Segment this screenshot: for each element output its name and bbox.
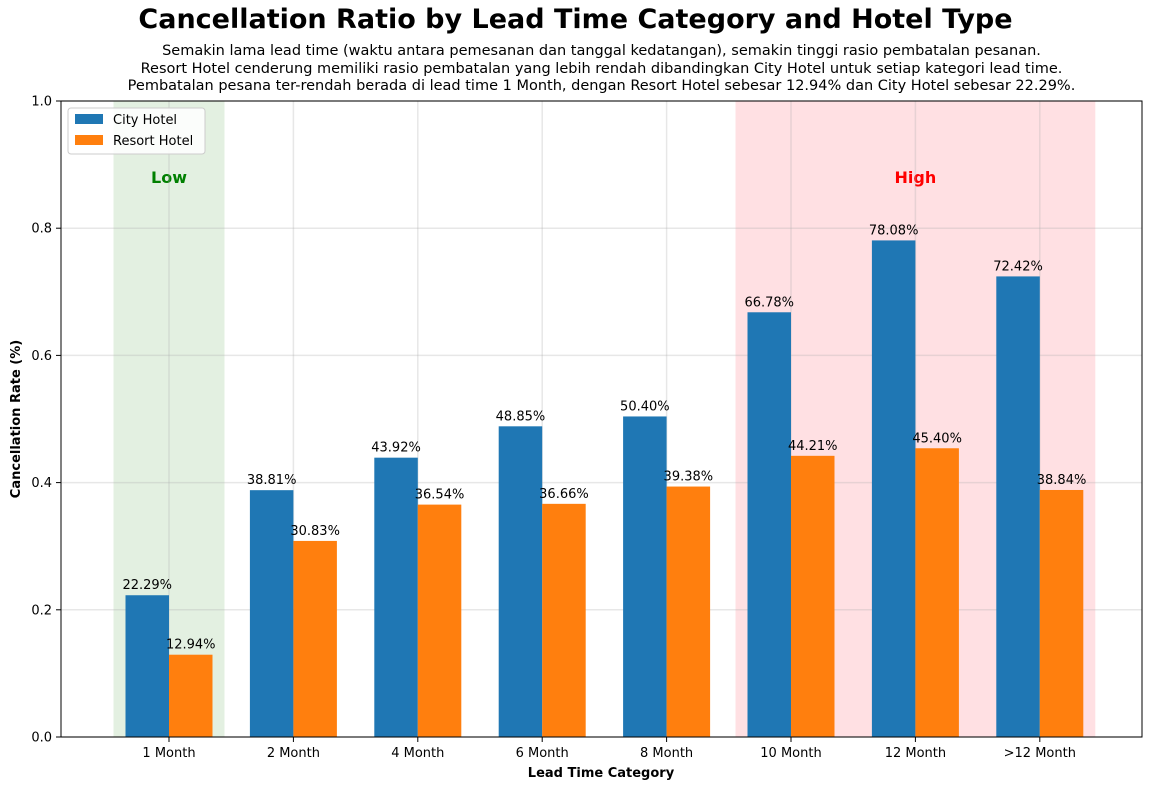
bar-resort-hotel-12-month: [915, 448, 959, 737]
bar-label-city-hotel-8-month: 50.40%: [620, 399, 670, 414]
bars: [125, 240, 1084, 737]
bar-label-resort-hotel-12-month: 45.40%: [912, 431, 962, 446]
bar-label-city-hotel-6-month: 48.85%: [496, 409, 546, 424]
y-tick-label: 0.0: [31, 731, 52, 746]
bar-label-resort-hotel-1-month: 12.94%: [166, 638, 216, 653]
x-tick-label: 4 Month: [391, 746, 444, 761]
region-label-low: Low: [151, 168, 187, 187]
y-axis-label: Cancellation Rate (%): [9, 340, 24, 498]
chart-subtitle-line-1: Semakin lama lead time (waktu antara pem…: [162, 43, 1041, 59]
bar-label-resort-hotel-10-month: 44.21%: [788, 439, 838, 454]
y-tick-label: 0.4: [31, 476, 52, 491]
x-tick-label: 10 Month: [760, 746, 821, 761]
bar-label-resort-hotel-8-month: 39.38%: [664, 470, 714, 485]
y-tick-label: 0.2: [31, 603, 52, 618]
bar-resort-hotel-10-month: [791, 455, 835, 737]
axes: 0.0 0.2 0.4 0.6 0.8 1.0 1 Month 2 Month 4 Month 6…: [31, 95, 1076, 762]
x-tick-label: 12 Month: [885, 746, 946, 761]
bar-city-hotel-4-month: [374, 457, 418, 737]
bar-label-resort-hotel-2-month: 30.83%: [290, 524, 340, 539]
x-axis-label: Lead Time Category: [528, 766, 675, 781]
chart-subtitle-line-3: Pembatalan pesana ter-rendah berada di l…: [127, 78, 1076, 94]
bar-label-city-hotel-4-month: 43.92%: [371, 441, 421, 456]
bar-resort-hotel-8-month: [666, 486, 711, 737]
bar-label-city-hotel-12-month: 72.42%: [993, 259, 1043, 274]
bar-label-city-hotel-1-month: 22.29%: [122, 578, 172, 593]
bar-city-hotel-1-month: [125, 595, 169, 737]
legend-swatch-resort-hotel: [75, 135, 103, 145]
bar-label-city-hotel-2-month: 38.81%: [247, 473, 297, 488]
bar-label-resort-hotel-12-month: 38.84%: [1037, 473, 1087, 488]
bar-label-city-hotel-12-month: 78.08%: [869, 223, 919, 238]
bar-label-resort-hotel-6-month: 36.66%: [539, 487, 589, 502]
legend-label-city-hotel: City Hotel: [113, 113, 177, 128]
bar-city-hotel-10-month: [747, 312, 791, 737]
y-tick-label: 0.8: [31, 222, 52, 237]
x-tick-label: >12 Month: [1004, 746, 1076, 761]
x-tick-label: 6 Month: [516, 746, 569, 761]
region-label-high: High: [895, 168, 937, 187]
bar-resort-hotel-4-month: [417, 504, 462, 737]
bar-label-city-hotel-10-month: 66.78%: [744, 295, 794, 310]
bar-resort-hotel-12-month: [1039, 489, 1084, 737]
chart-subtitle-line-2: Resort Hotel cenderung memiliki rasio pe…: [140, 61, 1063, 77]
bar-resort-hotel-1-month: [169, 654, 213, 737]
bar-resort-hotel-6-month: [542, 503, 586, 737]
bar-city-hotel-12-month: [871, 240, 916, 737]
x-tick-label: 2 Month: [267, 746, 320, 761]
bar-city-hotel-8-month: [623, 416, 667, 737]
bar-value-labels: 22.29% 38.81% 43.92% 48.85% 50.40% 66.78% 78.0…: [122, 223, 1086, 652]
legend-swatch-city-hotel: [75, 114, 103, 124]
bar-city-hotel-2-month: [249, 490, 294, 737]
y-tick-label: 0.6: [31, 349, 52, 364]
chart-title: Cancellation Ratio by Lead Time Category…: [138, 4, 1013, 35]
bar-city-hotel-6-month: [498, 426, 543, 737]
bar-resort-hotel-2-month: [293, 540, 337, 737]
legend-label-resort-hotel: Resort Hotel: [113, 134, 193, 149]
bar-label-resort-hotel-4-month: 36.54%: [415, 488, 465, 503]
plot-frame: [60, 100, 1143, 738]
x-tick-label: 8 Month: [640, 746, 693, 761]
legend: City Hotel Resort Hotel: [67, 107, 206, 155]
x-tick-label: 1 Month: [142, 746, 195, 761]
bar-city-hotel-12-month: [996, 276, 1040, 737]
y-tick-label: 1.0: [31, 95, 52, 110]
